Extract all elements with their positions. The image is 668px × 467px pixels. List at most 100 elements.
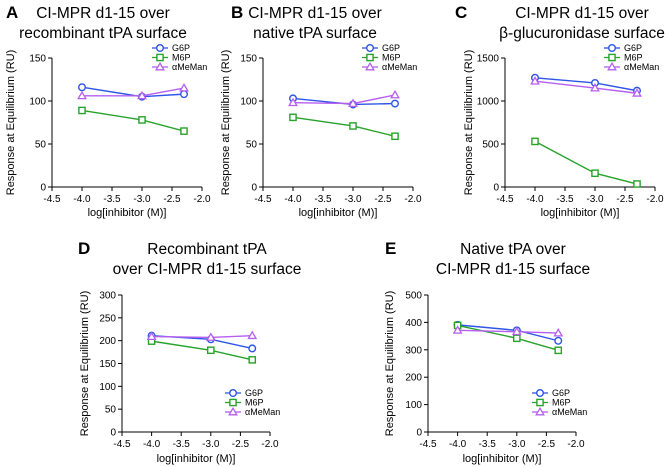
x-tick-label: -3.5 — [556, 194, 574, 205]
y-tick-label: 0 — [251, 183, 257, 194]
legend-marker — [536, 389, 545, 398]
x-tick-label: -2.5 — [374, 194, 392, 205]
y-tick-label: 1500 — [477, 54, 500, 65]
x-tick-label: -4.5 — [419, 439, 437, 450]
legend-label: G6P — [624, 43, 642, 53]
data-point — [452, 325, 463, 334]
data-point — [77, 90, 87, 100]
data-point — [633, 180, 641, 188]
legend-marker — [228, 389, 237, 398]
chart-panel-d: D Recombinant tPA over CI-MPR d1-15 surfac… — [78, 239, 301, 465]
chart-title-line-2: recombinant tPA surface — [19, 25, 187, 42]
legend-marker — [155, 61, 165, 71]
x-tick-label: -3.0 — [133, 194, 151, 205]
data-point — [553, 327, 564, 337]
y-tick-label: 200 — [405, 373, 422, 384]
x-axis-label: log[inhibitor (M)] — [541, 207, 620, 219]
data-point — [511, 326, 522, 336]
y-tick-label: 250 — [99, 313, 116, 324]
data-point — [248, 344, 257, 353]
panel-letter: B — [231, 3, 243, 22]
x-axis-label: log[inhibitor (M)] — [299, 207, 378, 219]
x-tick-label: -3.5 — [314, 194, 332, 205]
y-tick-label: 400 — [405, 318, 422, 329]
x-tick-label: -3.5 — [103, 194, 121, 205]
data-point — [391, 99, 400, 108]
chart-panel-b: B CI-MPR d1-15 over native tPA surface -4.5… — [220, 3, 422, 219]
x-tick-label: -4.0 — [526, 194, 544, 205]
data-point — [289, 113, 297, 122]
x-tick-label: -2.0 — [404, 194, 422, 205]
y-tick-label: 50 — [105, 405, 117, 416]
chart-title-line-1: CI-MPR d1-15 over — [515, 5, 649, 22]
chart-title-line-2: native tPA surface — [253, 25, 377, 42]
data-point — [248, 356, 257, 364]
x-tick-label: -3.0 — [586, 194, 604, 205]
y-axis-label: Response at Equilibrium (RU) — [5, 50, 17, 196]
x-tick-label: -4.5 — [113, 439, 131, 450]
data-point — [180, 127, 188, 135]
legend-marker — [366, 44, 375, 53]
legend-label: αMeMan — [245, 407, 280, 417]
y-tick-label: 50 — [35, 140, 47, 151]
x-tick-label: -2.5 — [232, 439, 250, 450]
legend-label: M6P — [624, 53, 643, 63]
chart-panel-a: A CI-MPR d1-15 over recombinant tPA surfac… — [5, 3, 211, 219]
x-axis-label: log[inhibitor (M)] — [463, 453, 542, 465]
data-point — [554, 346, 563, 355]
series-line-M6P — [534, 140, 638, 185]
legend-label: M6P — [382, 53, 401, 63]
data-point — [247, 330, 258, 340]
y-tick-label: 50 — [246, 140, 258, 151]
data-point — [513, 334, 521, 343]
x-tick-label: -2.5 — [163, 194, 181, 205]
x-tick-label: -2.5 — [616, 194, 634, 205]
legend-label: αMeMan — [624, 62, 659, 72]
y-axis-label: Response at Equilibrium (RU) — [384, 291, 396, 437]
chart-title-line-1: CI-MPR d1-15 over — [36, 5, 170, 22]
series-line-M6P — [292, 116, 396, 137]
chart-title-line-2: β-glucuronidase surface — [499, 25, 665, 42]
x-tick-label: -4.0 — [143, 439, 161, 450]
chart-title-line-2: over CI-MPR d1-15 surface — [113, 261, 302, 278]
legend-marker — [535, 406, 545, 416]
y-tick-label: 300 — [405, 345, 422, 356]
data-point — [206, 346, 215, 355]
y-tick-label: 100 — [405, 400, 422, 411]
y-tick-label: 0 — [493, 183, 499, 194]
data-point — [349, 122, 357, 130]
legend-marker — [366, 53, 374, 62]
series-line-G6P — [534, 77, 638, 92]
x-tick-label: -4.5 — [254, 194, 272, 205]
legend-label: G6P — [382, 43, 400, 53]
legend-label: G6P — [552, 388, 570, 398]
panel-letter: E — [385, 239, 396, 258]
data-point — [554, 336, 563, 345]
data-point — [391, 132, 399, 141]
y-axis-label: Response at Equilibrium (RU) — [220, 50, 232, 196]
x-tick-label: -2.0 — [567, 439, 585, 450]
legend-marker — [365, 61, 375, 71]
data-point — [591, 169, 599, 178]
x-tick-label: -4.5 — [496, 194, 514, 205]
data-point — [530, 76, 540, 85]
series-line-MeMan — [457, 329, 559, 334]
legend-marker — [229, 398, 237, 407]
y-tick-label: 100 — [99, 382, 116, 393]
data-point — [348, 98, 358, 108]
x-tick-label: -3.0 — [202, 439, 220, 450]
y-tick-label: 100 — [240, 97, 257, 108]
y-tick-label: 0 — [40, 183, 46, 194]
chart-panel-e: E Native tPA over CI-MPR d1-15 surface -4.5… — [384, 239, 590, 465]
chart-panel-c: C CI-MPR d1-15 over β-glucuronidase surfac… — [455, 3, 665, 219]
x-tick-label: -4.0 — [449, 439, 467, 450]
chart-title-line-1: Recombinant tPA — [147, 241, 267, 258]
legend-label: G6P — [245, 388, 263, 398]
x-axis-label: log[inhibitor (M)] — [157, 453, 236, 465]
y-tick-label: 200 — [99, 336, 116, 347]
y-tick-label: 150 — [29, 54, 46, 65]
y-tick-label: 150 — [99, 359, 116, 370]
data-point — [146, 331, 157, 341]
panel-letter: A — [6, 3, 18, 22]
